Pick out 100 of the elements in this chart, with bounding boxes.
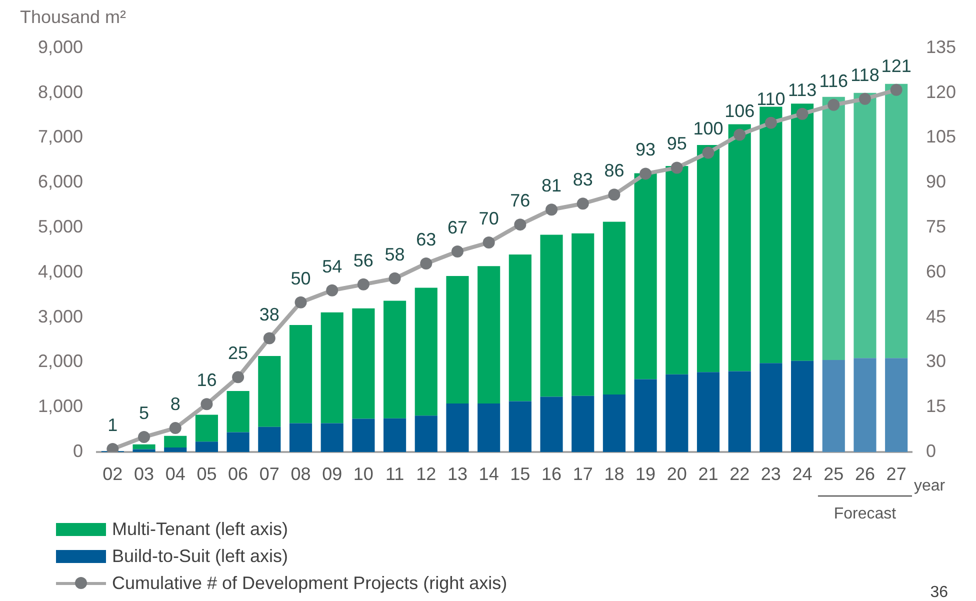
data-label: 63 — [416, 229, 436, 250]
bar — [195, 442, 218, 452]
y-tick-label: 5,000 — [38, 216, 83, 237]
bar — [572, 233, 594, 396]
bar — [696, 144, 720, 372]
bar — [508, 401, 532, 452]
bar — [854, 358, 876, 452]
x-tick-label: 03 — [134, 464, 154, 484]
data-label: 67 — [447, 217, 468, 238]
bar — [760, 106, 782, 364]
x-tick-label: 18 — [604, 464, 624, 484]
bar — [540, 396, 563, 452]
x-tick-label: 06 — [228, 464, 248, 484]
bar — [352, 308, 375, 419]
bar — [822, 96, 845, 360]
data-label: 83 — [572, 170, 593, 190]
text: Forecast — [834, 505, 897, 522]
x-tick-label: 24 — [792, 464, 812, 484]
data-label: 58 — [384, 244, 405, 264]
bar — [728, 371, 751, 452]
data-label: 93 — [636, 140, 656, 160]
bar — [320, 312, 344, 424]
x-tick-label: 12 — [416, 464, 436, 484]
y-axis-title: Thousand m² — [20, 6, 126, 27]
y2-tick-label: 60 — [926, 261, 946, 282]
bar — [384, 300, 406, 418]
bar — [132, 449, 156, 452]
bar — [446, 276, 469, 404]
bar — [258, 426, 281, 452]
x-tick-label: 08 — [290, 464, 311, 484]
bar — [446, 404, 469, 452]
y-tick-label: 4,000 — [38, 261, 83, 282]
bar — [634, 173, 657, 380]
bar — [602, 222, 626, 395]
x-tick-label: 14 — [478, 464, 499, 484]
x-tick-label: 21 — [698, 464, 718, 484]
x-tick-label: 11 — [385, 464, 404, 484]
bar — [352, 418, 375, 452]
x-tick-label: 20 — [666, 464, 687, 484]
bar — [226, 390, 250, 432]
data-label: 110 — [756, 88, 786, 109]
bar — [478, 404, 500, 452]
data-label: 38 — [259, 304, 280, 324]
bar — [572, 396, 594, 452]
x-axis-title: year — [914, 477, 946, 494]
x-tick-label: 27 — [886, 464, 906, 484]
data-label: 25 — [228, 343, 248, 364]
bar — [666, 374, 688, 452]
bar — [132, 444, 156, 450]
bar — [760, 363, 782, 452]
bar — [414, 288, 438, 416]
legend-label: Build-to-Suit (left axis) — [112, 546, 288, 567]
data-label: 1 — [108, 414, 118, 435]
data-label: 116 — [819, 70, 848, 91]
y2-tick-label: 45 — [926, 306, 946, 326]
y-tick-label: 2,000 — [38, 351, 83, 372]
x-tick-label: 25 — [824, 464, 844, 484]
data-label: 54 — [322, 256, 342, 276]
data-label: 121 — [881, 56, 912, 76]
y-tick-label: 0 — [72, 440, 83, 461]
legend-label: Cumulative # of Development Projects (right axis) — [112, 573, 508, 594]
x-tick-label: 19 — [636, 464, 656, 484]
bar — [226, 432, 250, 452]
data-label: 56 — [353, 250, 374, 270]
bar — [414, 416, 438, 452]
data-label: 106 — [724, 100, 755, 121]
bar — [508, 254, 532, 402]
bar — [540, 234, 563, 397]
y2-tick-label: 135 — [926, 36, 956, 57]
x-tick-label: 16 — [542, 464, 562, 484]
bar — [666, 166, 688, 374]
bar — [822, 360, 845, 452]
y2-tick-label: 75 — [926, 216, 946, 237]
bar — [164, 436, 187, 448]
bar — [634, 379, 657, 452]
y2-tick-label: 0 — [926, 440, 936, 461]
y-tick-label: 8,000 — [38, 82, 83, 102]
bar — [384, 418, 406, 452]
x-tick-label: 07 — [259, 464, 280, 484]
data-label: 76 — [510, 190, 530, 211]
x-tick-label: 05 — [196, 464, 217, 484]
bar — [728, 124, 751, 372]
bar — [320, 423, 344, 452]
x-tick-label: 09 — [322, 464, 342, 484]
y-tick-label: 9,000 — [38, 36, 83, 57]
y-tick-label: 3,000 — [38, 306, 83, 326]
data-label: 100 — [693, 118, 724, 139]
x-tick-label: 26 — [854, 464, 875, 484]
bar — [885, 358, 908, 452]
y2-tick-label: 120 — [926, 82, 956, 102]
x-tick-label: 17 — [572, 464, 593, 484]
y2-tick-label: 105 — [926, 126, 956, 147]
data-label: 86 — [604, 160, 624, 181]
bar — [885, 84, 908, 358]
bar — [289, 423, 312, 452]
x-tick-label: 23 — [760, 464, 781, 484]
text: 36 — [930, 584, 948, 601]
x-tick-label: 15 — [510, 464, 530, 484]
data-label: 113 — [788, 80, 817, 100]
bar — [258, 356, 281, 427]
